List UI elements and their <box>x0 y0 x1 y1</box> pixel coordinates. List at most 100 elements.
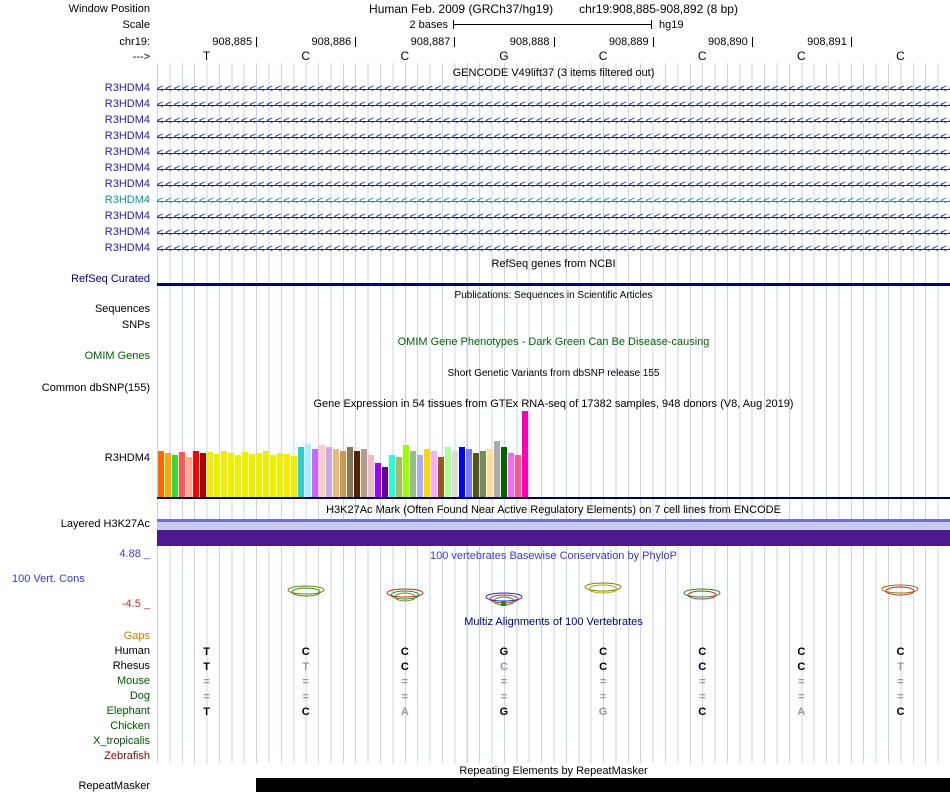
gtex-bar[interactable] <box>270 455 276 497</box>
gene-item[interactable]: <<<<<<<<<<<<<<<<<<<<<<<<<<<<<<<<<<<<<<<<… <box>157 147 950 160</box>
gtex-bar[interactable] <box>263 451 269 497</box>
gtex-bar[interactable] <box>354 451 360 497</box>
publications-track-title[interactable]: Publications: Sequences in Scientific Ar… <box>454 290 653 301</box>
gtex-bar[interactable] <box>172 455 178 497</box>
gene-label[interactable]: R3HDM4 <box>104 194 150 206</box>
gene-item[interactable]: <<<<<<<<<<<<<<<<<<<<<<<<<<<<<<<<<<<<<<<<… <box>157 179 950 192</box>
gtex-bar[interactable] <box>298 447 304 497</box>
gtex-bar[interactable] <box>158 451 164 497</box>
gtex-bar[interactable] <box>494 441 500 497</box>
gtex-bar[interactable] <box>417 455 423 497</box>
gtex-bar[interactable] <box>179 452 185 497</box>
gtex-bar[interactable] <box>375 463 381 497</box>
refseq-dense-item[interactable] <box>157 283 950 286</box>
gene-item[interactable]: <<<<<<<<<<<<<<<<<<<<<<<<<<<<<<<<<<<<<<<<… <box>157 131 950 144</box>
gtex-bar[interactable] <box>207 452 213 497</box>
sequences-label[interactable]: Sequences <box>94 303 150 315</box>
gtex-bar[interactable] <box>368 455 374 497</box>
gene-label[interactable]: R3HDM4 <box>104 242 150 254</box>
gencode-track-title[interactable]: GENCODE V49lift37 (3 items filtered out) <box>452 67 655 79</box>
gtex-bar[interactable] <box>382 467 388 497</box>
gtex-bar[interactable] <box>228 453 234 497</box>
species-label[interactable]: Chicken <box>110 720 150 732</box>
gtex-bar[interactable] <box>410 451 416 497</box>
gtex-bar[interactable] <box>389 455 395 497</box>
species-label[interactable]: X_tropicalis <box>93 735 150 747</box>
gtex-bar[interactable] <box>452 451 458 497</box>
repeatmasker-label[interactable]: RepeatMasker <box>78 780 150 792</box>
repeatmasker-track-title[interactable]: Repeating Elements by RepeatMasker <box>459 765 648 777</box>
refseq-curated-label[interactable]: RefSeq Curated <box>71 273 150 285</box>
species-label[interactable]: Rhesus <box>112 660 150 672</box>
gtex-bar[interactable] <box>277 453 283 497</box>
conservation-track-label[interactable]: 100 Vert. Cons <box>12 573 85 585</box>
gtex-bar[interactable] <box>200 453 206 497</box>
gene-label[interactable]: R3HDM4 <box>104 130 150 142</box>
gtex-bar[interactable] <box>361 449 367 497</box>
h3k27ac-signal-dark[interactable] <box>157 530 950 546</box>
repeat-element-item[interactable] <box>256 778 950 792</box>
gene-item[interactable]: <<<<<<<<<<<<<<<<<<<<<<<<<<<<<<<<<<<<<<<<… <box>157 243 950 256</box>
gtex-bar[interactable] <box>186 457 192 497</box>
gtex-bar[interactable] <box>424 449 430 497</box>
gtex-bar[interactable] <box>291 456 297 497</box>
gene-label[interactable]: R3HDM4 <box>104 226 150 238</box>
species-label[interactable]: Dog <box>129 690 150 702</box>
species-label[interactable]: Zebrafish <box>104 750 150 762</box>
gtex-bar[interactable] <box>445 447 451 497</box>
gtex-bar[interactable] <box>312 449 318 497</box>
dbsnp-track-title[interactable]: Short Genetic Variants from dbSNP releas… <box>447 368 660 379</box>
gtex-bar[interactable] <box>242 452 248 497</box>
gene-label[interactable]: R3HDM4 <box>104 178 150 190</box>
gtex-gene-label[interactable]: R3HDM4 <box>104 452 150 464</box>
gtex-bar[interactable] <box>214 454 220 497</box>
gtex-bar[interactable] <box>333 449 339 497</box>
gtex-bar[interactable] <box>466 449 472 497</box>
gene-item[interactable]: <<<<<<<<<<<<<<<<<<<<<<<<<<<<<<<<<<<<<<<<… <box>157 163 950 176</box>
gene-item[interactable]: <<<<<<<<<<<<<<<<<<<<<<<<<<<<<<<<<<<<<<<<… <box>157 83 950 96</box>
gtex-track-title[interactable]: Gene Expression in 54 tissues from GTEx … <box>313 398 794 410</box>
gene-label[interactable]: R3HDM4 <box>104 210 150 222</box>
gtex-bar[interactable] <box>459 447 465 497</box>
h3k27ac-label[interactable]: Layered H3K27Ac <box>60 518 150 530</box>
gtex-bar[interactable] <box>256 453 262 497</box>
gene-label[interactable]: R3HDM4 <box>104 98 150 110</box>
gtex-bar[interactable] <box>431 451 437 497</box>
species-label[interactable]: Elephant <box>106 705 150 717</box>
omim-genes-label[interactable]: OMIM Genes <box>84 350 150 362</box>
gtex-bar[interactable] <box>193 451 199 497</box>
gtex-bar[interactable] <box>319 445 325 497</box>
gtex-bar[interactable] <box>438 457 444 497</box>
gtex-bar[interactable] <box>403 445 409 497</box>
species-label[interactable]: Human <box>114 645 150 657</box>
gene-label[interactable]: R3HDM4 <box>104 82 150 94</box>
gtex-bar[interactable] <box>515 455 521 497</box>
gene-label[interactable]: R3HDM4 <box>104 146 150 158</box>
gtex-bar[interactable] <box>326 447 332 497</box>
gtex-bar[interactable] <box>473 453 479 497</box>
gtex-bar[interactable] <box>480 451 486 497</box>
gtex-bar[interactable] <box>249 454 255 497</box>
conservation-track-title[interactable]: 100 vertebrates Basewise Conservation by… <box>429 550 678 562</box>
gtex-bar[interactable] <box>501 447 507 497</box>
gtex-bar[interactable] <box>284 454 290 497</box>
gtex-bar[interactable] <box>165 453 171 497</box>
gene-item[interactable]: <<<<<<<<<<<<<<<<<<<<<<<<<<<<<<<<<<<<<<<<… <box>157 99 950 112</box>
gene-item[interactable]: <<<<<<<<<<<<<<<<<<<<<<<<<<<<<<<<<<<<<<<<… <box>157 195 950 208</box>
species-label[interactable]: Gaps <box>123 630 150 642</box>
gene-label[interactable]: R3HDM4 <box>104 162 150 174</box>
gtex-bar[interactable] <box>508 453 514 497</box>
h3k27ac-signal-line[interactable] <box>157 519 950 522</box>
gtex-bar[interactable] <box>396 457 402 497</box>
gene-label[interactable]: R3HDM4 <box>104 114 150 126</box>
gtex-bar[interactable] <box>305 444 311 497</box>
gtex-bar[interactable] <box>522 411 528 497</box>
omim-track-title[interactable]: OMIM Gene Phenotypes - Dark Green Can Be… <box>397 336 710 348</box>
h3k27ac-track-title[interactable]: H3K27Ac Mark (Often Found Near Active Re… <box>326 504 781 516</box>
gtex-bar[interactable] <box>487 449 493 497</box>
snps-label[interactable]: SNPs <box>121 319 150 331</box>
gtex-bar[interactable] <box>235 455 241 497</box>
gtex-bar[interactable] <box>340 451 346 497</box>
h3k27ac-signal-light[interactable] <box>157 522 950 530</box>
gtex-bar[interactable] <box>347 447 353 497</box>
